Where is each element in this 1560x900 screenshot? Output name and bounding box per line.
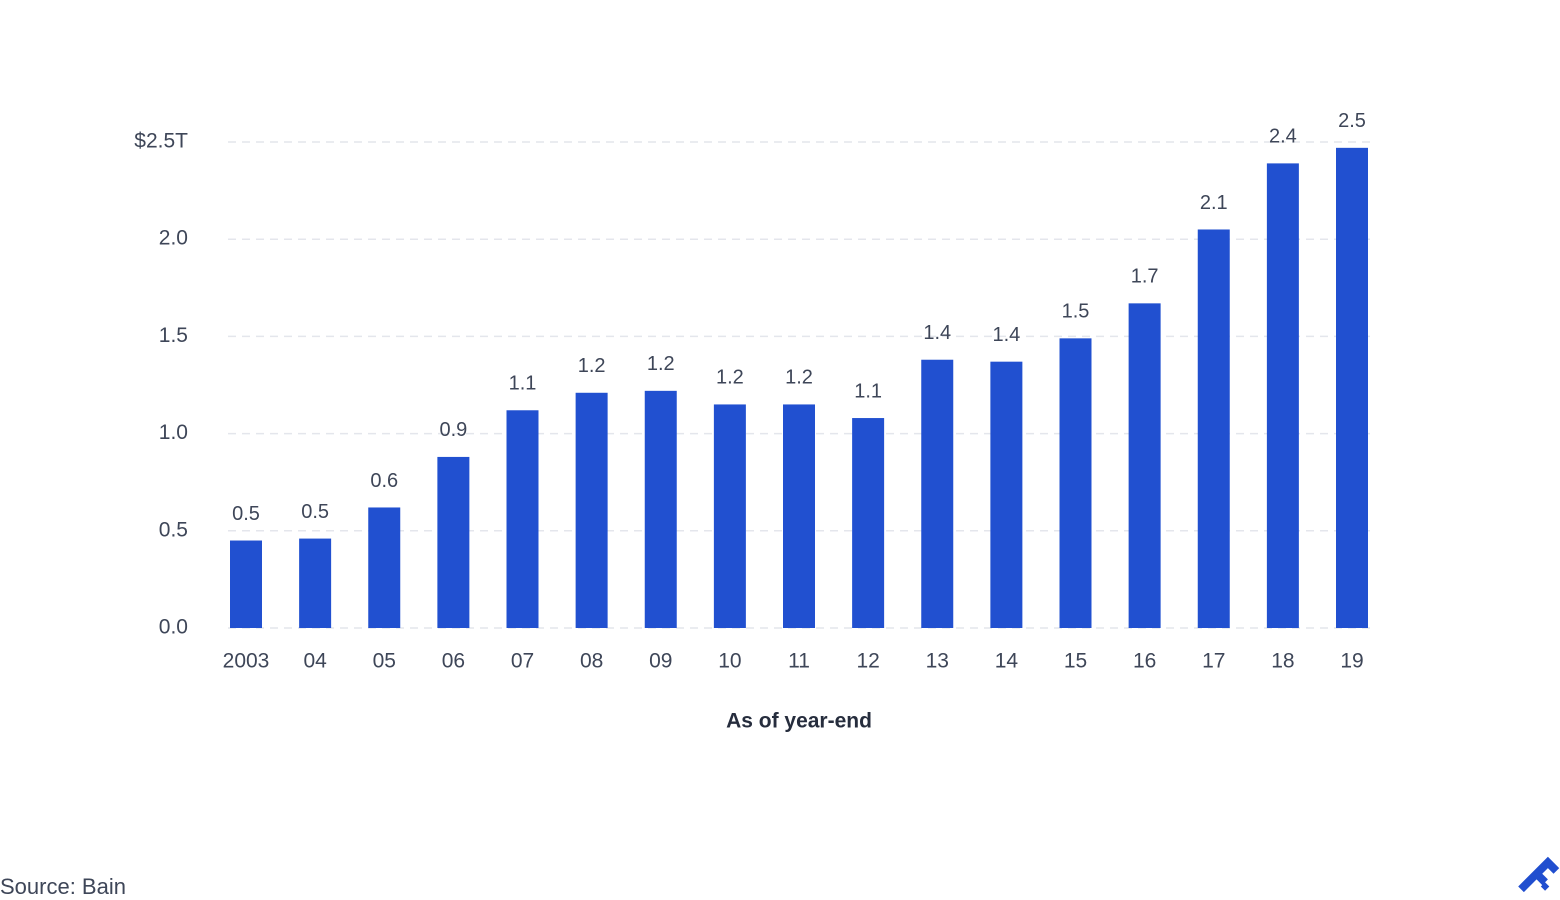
- x-tick-label: 19: [1340, 650, 1363, 673]
- bar: [852, 418, 885, 628]
- y-tick-label: $2.5T: [134, 130, 188, 153]
- value-label: 2.4: [1269, 126, 1297, 148]
- bar: [1197, 229, 1230, 629]
- value-label: 1.2: [716, 367, 744, 389]
- bar: [230, 540, 262, 628]
- x-tick-label: 11: [788, 650, 810, 673]
- x-tick-label: 2003: [223, 650, 270, 673]
- source-note: Source: Bain: [0, 874, 126, 899]
- logo: [1518, 856, 1560, 893]
- bar: [990, 361, 1023, 628]
- x-tick-label: 18: [1271, 650, 1294, 673]
- x-tick-label: 14: [995, 650, 1019, 673]
- bar: [1266, 163, 1299, 628]
- value-label: 0.5: [232, 503, 260, 525]
- bar: [368, 507, 401, 628]
- bar: [783, 404, 815, 628]
- bar: [644, 390, 677, 628]
- bar: [506, 410, 539, 628]
- y-tick-label: 0.5: [159, 518, 188, 541]
- x-tick-label: 05: [373, 650, 396, 673]
- x-tick-label: 17: [1202, 650, 1225, 673]
- x-tick-label: 12: [856, 650, 879, 673]
- value-label: 1.1: [509, 373, 537, 395]
- x-tick-label: 06: [442, 650, 465, 673]
- value-label: 2.1: [1200, 192, 1228, 214]
- bar: [437, 456, 470, 628]
- x-tick-label: 10: [718, 650, 741, 673]
- x-axis-label: As of year-end: [726, 710, 872, 733]
- value-label: 0.6: [370, 470, 398, 492]
- value-label: 0.5: [301, 501, 329, 523]
- y-tick-label: 2.0: [159, 227, 188, 250]
- y-tick-label: 0.0: [159, 616, 188, 639]
- value-label: 1.2: [647, 353, 675, 375]
- x-tick-label: 13: [926, 650, 949, 673]
- y-tick-label: 1.0: [159, 421, 188, 444]
- x-tick-label: 16: [1133, 650, 1156, 673]
- x-tick-label: 07: [511, 650, 534, 673]
- y-tick-label: 1.5: [159, 324, 188, 347]
- value-label: 1.5: [1062, 301, 1090, 323]
- bar: [713, 404, 746, 628]
- bar: [299, 538, 332, 628]
- value-label: 1.4: [992, 324, 1020, 346]
- x-tick-label: 04: [303, 650, 327, 673]
- value-label: 1.7: [1131, 266, 1159, 288]
- x-tick-label: 09: [649, 650, 672, 673]
- x-tick-label: 08: [580, 650, 603, 673]
- x-tick-label: 15: [1064, 650, 1087, 673]
- value-label: 1.2: [785, 367, 813, 389]
- value-label: 0.9: [439, 419, 467, 441]
- bar: [921, 359, 954, 628]
- bar: [1128, 303, 1161, 628]
- value-label: 2.5: [1338, 110, 1366, 132]
- bar: [1059, 338, 1092, 628]
- value-label: 1.4: [923, 322, 951, 344]
- logo-mark: [1518, 856, 1560, 893]
- bar: [1336, 147, 1368, 628]
- value-label: 1.2: [578, 355, 606, 377]
- value-label: 1.1: [854, 380, 882, 402]
- bar: [575, 392, 608, 628]
